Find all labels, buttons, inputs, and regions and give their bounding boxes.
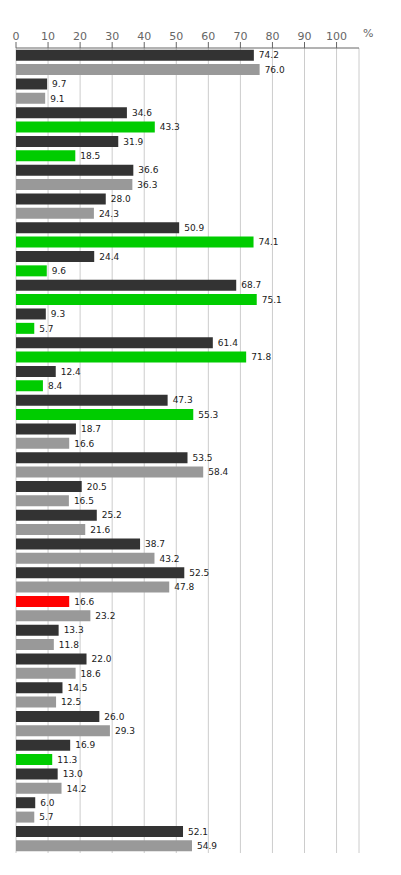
svg-text:18.5: 18.5 xyxy=(80,151,100,161)
svg-text:52.1: 52.1 xyxy=(188,827,208,837)
svg-text:47.8: 47.8 xyxy=(174,582,194,592)
svg-text:11.8: 11.8 xyxy=(59,640,79,650)
svg-text:80: 80 xyxy=(265,30,279,43)
svg-text:52.5: 52.5 xyxy=(189,568,209,578)
svg-text:11.3: 11.3 xyxy=(57,755,77,765)
svg-text:24.3: 24.3 xyxy=(99,209,119,219)
svg-text:16.6: 16.6 xyxy=(74,439,94,449)
svg-text:22.0: 22.0 xyxy=(92,654,112,664)
svg-text:16.9: 16.9 xyxy=(75,740,95,750)
svg-text:75.1: 75.1 xyxy=(262,295,282,305)
svg-text:%: % xyxy=(363,27,373,40)
svg-text:60: 60 xyxy=(201,30,215,43)
svg-text:29.3: 29.3 xyxy=(115,726,135,736)
svg-text:18.7: 18.7 xyxy=(81,424,101,434)
svg-text:68.7: 68.7 xyxy=(241,280,261,290)
svg-text:12.5: 12.5 xyxy=(61,697,81,707)
svg-text:16.6: 16.6 xyxy=(74,597,94,607)
svg-text:50.9: 50.9 xyxy=(184,223,204,233)
svg-text:36.6: 36.6 xyxy=(138,165,158,175)
svg-text:70: 70 xyxy=(233,30,247,43)
svg-text:20.5: 20.5 xyxy=(87,482,107,492)
svg-text:12.4: 12.4 xyxy=(61,367,81,377)
svg-text:23.2: 23.2 xyxy=(95,611,115,621)
svg-text:90: 90 xyxy=(298,30,312,43)
svg-text:10: 10 xyxy=(41,30,55,43)
svg-text:13.0: 13.0 xyxy=(63,769,83,779)
svg-text:43.2: 43.2 xyxy=(159,554,179,564)
svg-text:25.2: 25.2 xyxy=(102,510,122,520)
svg-text:54.9: 54.9 xyxy=(197,841,217,851)
svg-text:40: 40 xyxy=(137,30,151,43)
svg-text:18.6: 18.6 xyxy=(81,669,101,679)
svg-text:50: 50 xyxy=(169,30,183,43)
svg-text:30: 30 xyxy=(105,30,119,43)
svg-text:14.5: 14.5 xyxy=(67,683,87,693)
svg-text:8.4: 8.4 xyxy=(48,381,63,391)
svg-text:74.1: 74.1 xyxy=(259,237,279,247)
svg-text:43.3: 43.3 xyxy=(160,122,180,132)
svg-text:13.3: 13.3 xyxy=(64,625,84,635)
svg-text:53.5: 53.5 xyxy=(193,453,213,463)
svg-text:6.0: 6.0 xyxy=(40,798,55,808)
svg-text:24.4: 24.4 xyxy=(99,252,119,262)
svg-text:47.3: 47.3 xyxy=(173,395,193,405)
svg-text:58.4: 58.4 xyxy=(208,467,228,477)
svg-text:55.3: 55.3 xyxy=(198,410,218,420)
svg-text:9.6: 9.6 xyxy=(52,266,67,276)
svg-text:76.0: 76.0 xyxy=(265,65,285,75)
svg-text:5.7: 5.7 xyxy=(39,812,53,822)
svg-text:14.2: 14.2 xyxy=(67,784,87,794)
svg-text:20: 20 xyxy=(73,30,87,43)
svg-text:16.5: 16.5 xyxy=(74,496,94,506)
svg-text:36.3: 36.3 xyxy=(137,180,157,190)
svg-text:34.6: 34.6 xyxy=(132,108,152,118)
svg-text:74.2: 74.2 xyxy=(259,50,279,60)
svg-text:31.9: 31.9 xyxy=(123,137,143,147)
svg-text:38.7: 38.7 xyxy=(145,539,165,549)
svg-text:71.8: 71.8 xyxy=(251,352,271,362)
svg-text:61.4: 61.4 xyxy=(218,338,238,348)
svg-text:26.0: 26.0 xyxy=(104,712,124,722)
svg-text:9.3: 9.3 xyxy=(51,309,65,319)
svg-text:5.7: 5.7 xyxy=(39,324,53,334)
svg-text:9.7: 9.7 xyxy=(52,79,66,89)
svg-text:0: 0 xyxy=(13,30,20,43)
svg-text:21.6: 21.6 xyxy=(90,525,110,535)
svg-text:28.0: 28.0 xyxy=(111,194,131,204)
svg-text:100: 100 xyxy=(326,30,347,43)
svg-text:9.1: 9.1 xyxy=(50,94,64,104)
